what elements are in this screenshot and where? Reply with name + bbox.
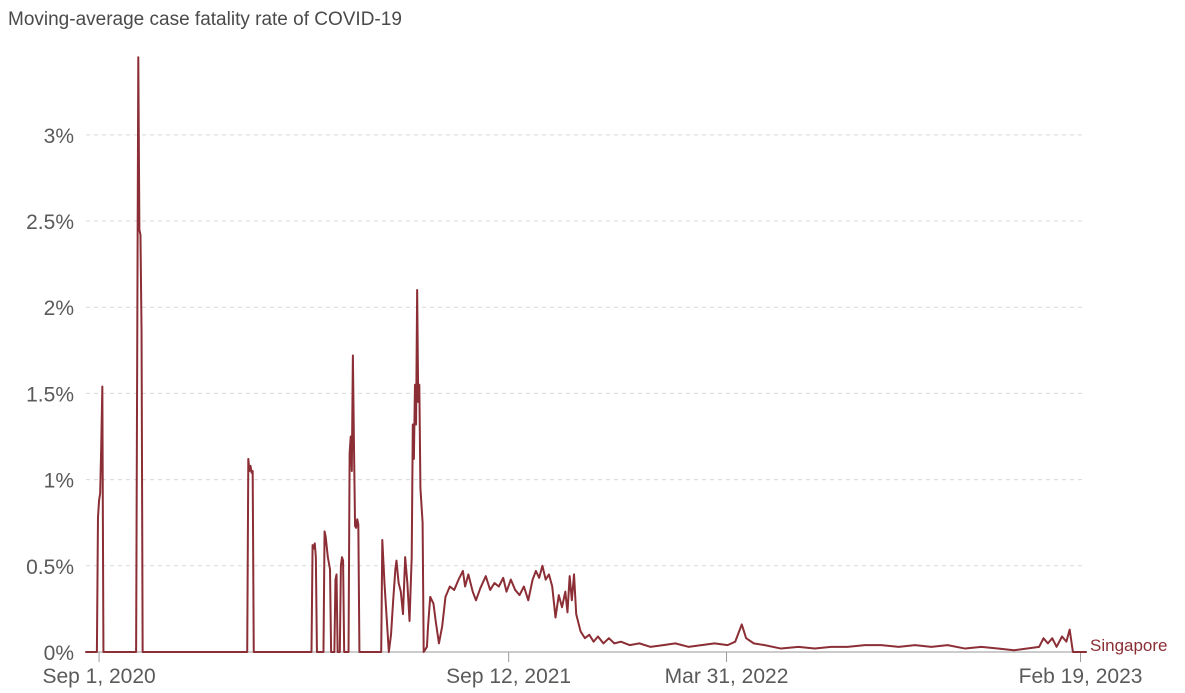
x-tick-label: Sep 12, 2021 xyxy=(446,665,571,688)
x-tick-label: Mar 31, 2022 xyxy=(665,665,789,688)
gridlines xyxy=(86,134,1086,653)
y-tick-label: 0.5% xyxy=(26,556,74,579)
y-tick-label: 1% xyxy=(44,470,74,493)
y-axis-ticks: 0% 0.5% 1% 1.5% 2% 2.5% 3% xyxy=(26,125,74,665)
x-axis-ticks: Sep 1, 2020 Sep 12, 2021 Mar 31, 2022 Feb 1… xyxy=(42,652,1142,688)
series-line-singapore xyxy=(85,56,1087,653)
x-tick-label: Sep 1, 2020 xyxy=(42,665,155,688)
chart-title: Moving-average case fatality rate of COV… xyxy=(8,9,402,30)
x-tick-label: Feb 19, 2023 xyxy=(1019,665,1143,688)
series-labels: Singapore xyxy=(1090,636,1168,655)
y-tick-label: 1.5% xyxy=(26,383,74,406)
y-tick-label: 2% xyxy=(44,297,74,320)
y-tick-label: 0% xyxy=(44,642,74,665)
series-label: Singapore xyxy=(1090,636,1168,655)
y-tick-label: 3% xyxy=(44,125,74,148)
y-tick-label: 2.5% xyxy=(26,211,74,234)
series-lines xyxy=(85,56,1087,653)
